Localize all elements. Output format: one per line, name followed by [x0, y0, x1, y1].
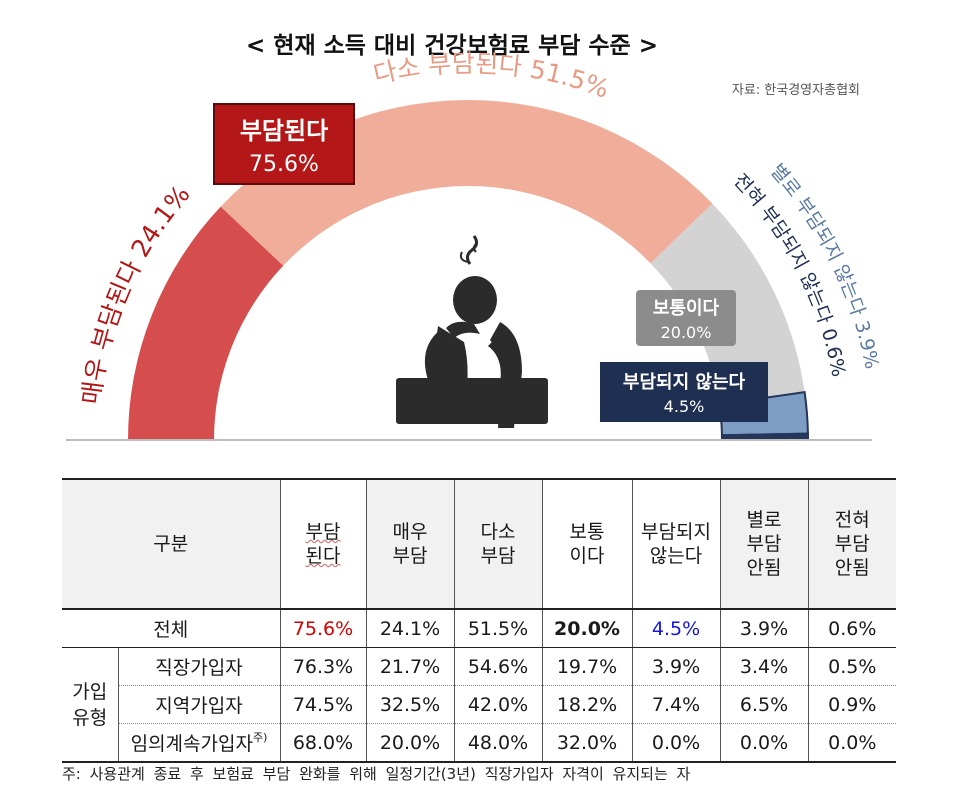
- table-cell: 0.0%: [631, 723, 720, 763]
- row-label: 지역가입자: [117, 685, 280, 724]
- semi-donut-chart: < 현재 소득 대비 건강보험료 부담 수준 > 자료: 한국경영자총협회 매우…: [66, 33, 883, 441]
- table-cell: 3.4%: [719, 647, 808, 686]
- table-cell: 0.0%: [807, 723, 896, 763]
- callout-normal: 보통이다 20.0%: [636, 290, 736, 346]
- segment-1: [128, 206, 284, 440]
- row-label: 전체: [62, 609, 280, 648]
- table-cell: 0.9%: [807, 685, 896, 724]
- callout-normal-label: 보통이다: [653, 298, 720, 319]
- table-cell: 68.0%: [279, 723, 366, 763]
- header-somewhat: 다소 부담: [453, 478, 542, 610]
- footnote: 주: 사용관계 종료 후 보험료 부담 완화를 위해 일정기간(3년) 직장가입…: [62, 765, 691, 783]
- callout-not-burden: 부담되지 않는다 4.5%: [600, 362, 768, 422]
- table-cell: 21.7%: [365, 647, 454, 686]
- callout-not-burden-label: 부담되지 않는다: [623, 372, 746, 393]
- burden-table: 구분 부담 된다 매우 부담 다소 부담 보통 이다 부담되지 않는다 별로 부…: [62, 478, 896, 763]
- table-cell: 0.0%: [719, 723, 808, 763]
- table-cell: 0.6%: [807, 609, 896, 648]
- table-cell: 76.3%: [279, 647, 366, 686]
- header-burden: 부담 된다: [279, 478, 366, 610]
- table-cell: 51.5%: [453, 609, 542, 648]
- burden-table-wrapper: 구분 부담 된다 매우 부담 다소 부담 보통 이다 부담되지 않는다 별로 부…: [62, 478, 896, 763]
- source-label: 자료: 한국경영자총협회: [732, 83, 860, 98]
- table-cell: 32.0%: [541, 723, 632, 763]
- table-cell: 3.9%: [631, 647, 720, 686]
- table-cell: 75.6%: [279, 609, 366, 648]
- row-label: 직장가입자: [117, 647, 280, 686]
- table-cell: 32.5%: [365, 685, 454, 724]
- row-label: 임의계속가입자주): [117, 723, 280, 763]
- callout-normal-value: 20.0%: [661, 323, 712, 342]
- chart-title: < 현재 소득 대비 건강보험료 부담 수준 >: [246, 33, 658, 59]
- header-not-at-all: 전혀 부담 안됨: [807, 478, 896, 610]
- table-cell: 6.5%: [719, 685, 808, 724]
- header-not-burden: 부담되지 않는다: [631, 478, 720, 610]
- table-row: 임의계속가입자주) 68.0% 20.0% 48.0% 32.0% 0.0% 0…: [62, 723, 896, 763]
- table-cell: 0.5%: [807, 647, 896, 686]
- table-cell: 19.7%: [541, 647, 632, 686]
- table-cell: 18.2%: [541, 685, 632, 724]
- table-cell: 54.6%: [453, 647, 542, 686]
- callout-burden-label: 부담된다: [240, 117, 328, 145]
- stressed-person-icon: [396, 235, 548, 428]
- table-row-total: 전체 75.6% 24.1% 51.5% 20.0% 4.5% 3.9% 0.6…: [62, 609, 896, 648]
- table-cell: 20.0%: [541, 609, 632, 648]
- header-category: 구분: [62, 478, 280, 610]
- table-cell: 48.0%: [453, 723, 542, 763]
- header-not-much: 별로 부담 안됨: [719, 478, 808, 610]
- group-label: 가입 유형: [62, 647, 118, 763]
- table-cell: 20.0%: [365, 723, 454, 763]
- table-cell: 42.0%: [453, 685, 542, 724]
- header-very: 매우 부담: [365, 478, 454, 610]
- table-cell: 74.5%: [279, 685, 366, 724]
- table-cell: 3.9%: [719, 609, 808, 648]
- callout-not-burden-value: 4.5%: [664, 397, 705, 416]
- table-cell: 7.4%: [631, 685, 720, 724]
- callout-burden-value: 75.6%: [249, 152, 319, 177]
- table-row: 가입 유형 직장가입자 76.3% 21.7% 54.6% 19.7% 3.9%…: [62, 647, 896, 763]
- table-row: 지역가입자 74.5% 32.5% 42.0% 18.2% 7.4% 6.5% …: [62, 685, 896, 724]
- table-cell: 4.5%: [631, 609, 720, 648]
- callout-burden: 부담된다 75.6%: [213, 103, 355, 185]
- header-normal: 보통 이다: [541, 478, 632, 610]
- table-cell: 24.1%: [365, 609, 454, 648]
